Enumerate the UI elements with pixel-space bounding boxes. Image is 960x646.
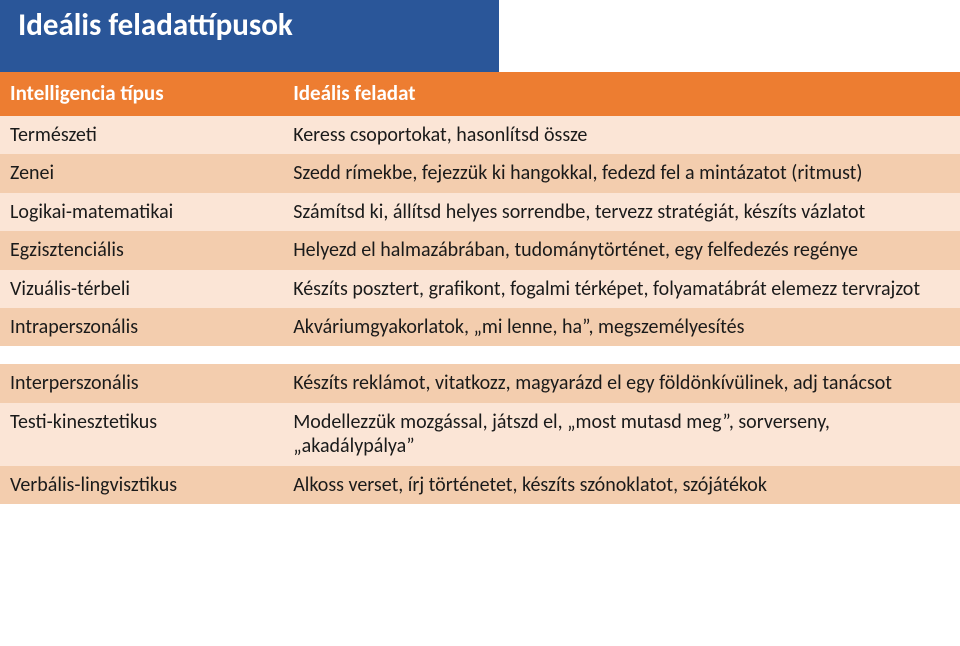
cell-task: Alkoss verset, írj történetet, készíts s… xyxy=(283,466,960,504)
table-row: Zenei Szedd rímekbe, fejezzük ki hangokk… xyxy=(0,154,960,192)
cell-intelligence: Interperszonális xyxy=(0,364,283,402)
table-row: Egzisztenciális Helyezd el halmazábrában… xyxy=(0,231,960,269)
page-title: Ideális feladattípusok xyxy=(18,6,293,44)
table-header-row: Intelligencia típus Ideális feladat xyxy=(0,72,960,116)
cell-intelligence: Verbális-lingvisztikus xyxy=(0,466,283,504)
cell-intelligence: Zenei xyxy=(0,154,283,192)
cell-task: Készíts posztert, grafikont, fogalmi tér… xyxy=(283,270,960,308)
cell-intelligence: Természeti xyxy=(0,116,283,154)
header-col-intelligence: Intelligencia típus xyxy=(0,72,283,116)
table-row: Természeti Keress csoportokat, hasonlíts… xyxy=(0,116,960,154)
cell-intelligence: Vizuális-térbeli xyxy=(0,270,283,308)
cell-intelligence: Logikai-matematikai xyxy=(0,193,283,231)
header-col-task: Ideális feladat xyxy=(283,72,960,116)
cell-intelligence: Intraperszonális xyxy=(0,308,283,346)
table-row: Verbális-lingvisztikus Alkoss verset, ír… xyxy=(0,466,960,504)
table-row: Logikai-matematikai Számítsd ki, állítsd… xyxy=(0,193,960,231)
cell-task: Szedd rímekbe, fejezzük ki hangokkal, fe… xyxy=(283,154,960,192)
table-row: Vizuális-térbeli Készíts posztert, grafi… xyxy=(0,270,960,308)
task-type-table: Intelligencia típus Ideális feladat Term… xyxy=(0,72,960,504)
cell-intelligence: Egzisztenciális xyxy=(0,231,283,269)
cell-task: Modellezzük mozgással, játszd el, „most … xyxy=(283,403,960,466)
section-gap xyxy=(0,346,960,364)
cell-task: Keress csoportokat, hasonlítsd össze xyxy=(283,116,960,154)
table-row: Intraperszonális Akváriumgyakorlatok, „m… xyxy=(0,308,960,346)
title-bar: Ideális feladattípusok xyxy=(0,0,960,72)
cell-intelligence: Testi-kinesztetikus xyxy=(0,403,283,466)
table-row: Interperszonális Készíts reklámot, vitat… xyxy=(0,364,960,402)
cell-task: Helyezd el halmazábrában, tudománytörtén… xyxy=(283,231,960,269)
table-container: Intelligencia típus Ideális feladat Term… xyxy=(0,72,960,504)
cell-task: Akváriumgyakorlatok, „mi lenne, ha”, meg… xyxy=(283,308,960,346)
cell-task: Készíts reklámot, vitatkozz, magyarázd e… xyxy=(283,364,960,402)
table-row: Testi-kinesztetikus Modellezzük mozgássa… xyxy=(0,403,960,466)
cell-task: Számítsd ki, állítsd helyes sorrendbe, t… xyxy=(283,193,960,231)
